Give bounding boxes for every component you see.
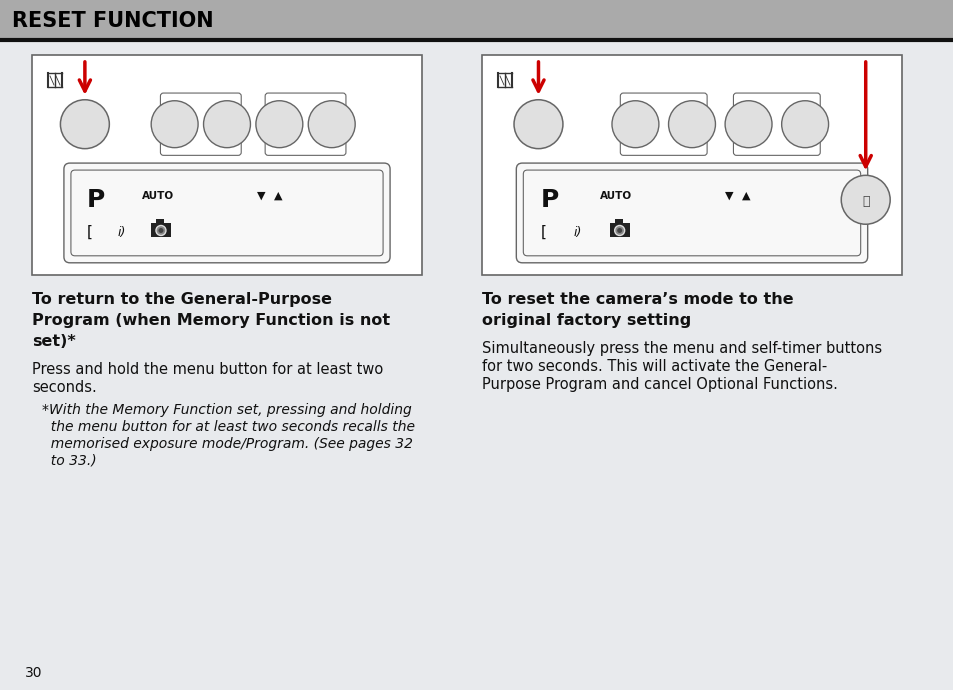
Bar — [32, 55, 421, 275]
Circle shape — [614, 226, 624, 235]
Text: P: P — [540, 188, 558, 213]
Text: *With the Memory Function set, pressing and holding: *With the Memory Function set, pressing … — [42, 403, 412, 417]
Bar — [155, 219, 164, 224]
FancyBboxPatch shape — [516, 163, 867, 263]
Text: P: P — [87, 188, 105, 213]
Text: the menu button for at least two seconds recalls the: the menu button for at least two seconds… — [42, 420, 415, 434]
FancyBboxPatch shape — [523, 170, 860, 256]
Text: ▲: ▲ — [741, 190, 750, 201]
Text: for two seconds. This will activate the General-: for two seconds. This will activate the … — [481, 359, 826, 374]
Text: ▲: ▲ — [274, 190, 283, 201]
Text: Purpose Program and cancel Optional Functions.: Purpose Program and cancel Optional Func… — [481, 377, 837, 392]
Text: set)*: set)* — [32, 334, 75, 349]
Bar — [0, 0, 953, 38]
Bar — [614, 219, 622, 224]
Circle shape — [308, 101, 355, 148]
Circle shape — [841, 175, 889, 224]
Circle shape — [203, 101, 251, 148]
Text: seconds.: seconds. — [32, 380, 96, 395]
Circle shape — [255, 101, 302, 148]
Circle shape — [155, 226, 166, 235]
Text: 30: 30 — [25, 666, 43, 680]
Text: AUTO: AUTO — [599, 190, 631, 201]
Circle shape — [668, 101, 715, 148]
Text: To return to the General-Purpose: To return to the General-Purpose — [32, 292, 332, 307]
Text: memorised exposure mode/Program. (See pages 32: memorised exposure mode/Program. (See pa… — [42, 437, 413, 451]
Text: Program (when Memory Function is not: Program (when Memory Function is not — [32, 313, 390, 328]
Circle shape — [514, 100, 562, 148]
Circle shape — [611, 101, 659, 148]
Circle shape — [151, 101, 198, 148]
Text: ▼: ▼ — [257, 190, 266, 201]
Text: i): i) — [117, 226, 126, 239]
Circle shape — [60, 100, 110, 148]
Text: Press and hold the menu button for at least two: Press and hold the menu button for at le… — [32, 362, 383, 377]
Bar — [481, 55, 901, 275]
Text: Simultaneously press the menu and self-timer buttons: Simultaneously press the menu and self-t… — [481, 341, 882, 356]
Text: [: [ — [87, 225, 93, 240]
Circle shape — [617, 228, 621, 233]
Text: to 33.): to 33.) — [42, 454, 96, 468]
Text: i): i) — [573, 226, 581, 239]
Text: ⏱: ⏱ — [862, 195, 868, 208]
Text: ▼: ▼ — [724, 190, 733, 201]
Text: AUTO: AUTO — [142, 190, 173, 201]
Text: RESET FUNCTION: RESET FUNCTION — [12, 11, 213, 31]
Text: [: [ — [540, 225, 546, 240]
Bar — [609, 224, 629, 237]
FancyBboxPatch shape — [64, 163, 390, 263]
Bar — [151, 224, 171, 237]
Text: To reset the camera’s mode to the: To reset the camera’s mode to the — [481, 292, 793, 307]
Circle shape — [724, 101, 771, 148]
Circle shape — [781, 101, 828, 148]
FancyBboxPatch shape — [71, 170, 383, 256]
Circle shape — [158, 228, 163, 233]
Text: original factory setting: original factory setting — [481, 313, 691, 328]
